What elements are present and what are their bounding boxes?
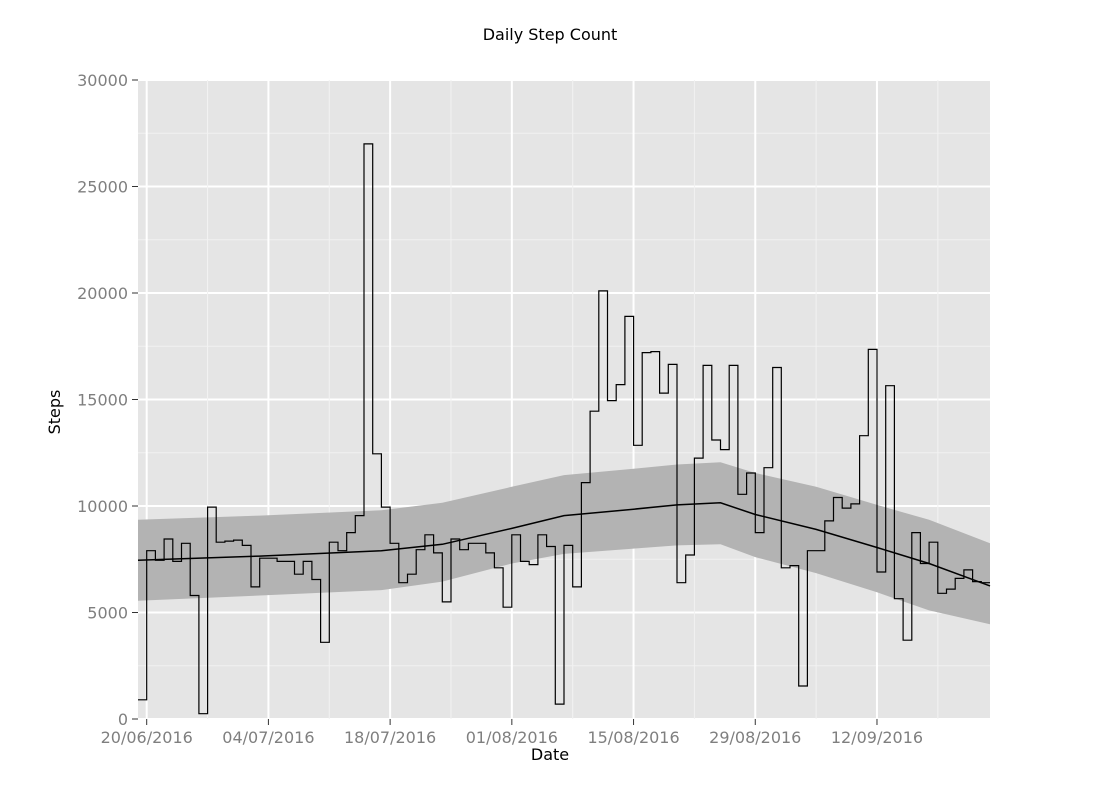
y-tick-label: 30000 bbox=[77, 71, 128, 90]
axis-ticks: 0 5000 10000 15000 20000 25000 30000 20/06/2016… bbox=[77, 71, 923, 747]
x-tick-label: 15/08/2016 bbox=[587, 728, 679, 747]
y-tick-label: 20000 bbox=[77, 284, 128, 303]
chart-title: Daily Step Count bbox=[483, 25, 618, 44]
x-tick-label: 01/08/2016 bbox=[466, 728, 558, 747]
confidence-band bbox=[138, 462, 990, 625]
y-tick-label: 0 bbox=[118, 710, 128, 729]
y-tick-label: 15000 bbox=[77, 391, 128, 410]
y-tick-label: 5000 bbox=[87, 604, 128, 623]
x-tick-label: 29/08/2016 bbox=[709, 728, 801, 747]
y-tick-label: 25000 bbox=[77, 178, 128, 197]
x-axis-label: Date bbox=[531, 745, 569, 764]
step-count-series bbox=[138, 143, 990, 715]
x-tick-label: 20/06/2016 bbox=[101, 728, 193, 747]
x-tick-label: 04/07/2016 bbox=[222, 728, 314, 747]
trend-line bbox=[137, 502, 991, 587]
y-axis-label: Steps bbox=[45, 390, 64, 435]
x-tick-label: 18/07/2016 bbox=[344, 728, 436, 747]
y-tick-label: 10000 bbox=[77, 497, 128, 516]
x-tick-label: 12/09/2016 bbox=[831, 728, 923, 747]
